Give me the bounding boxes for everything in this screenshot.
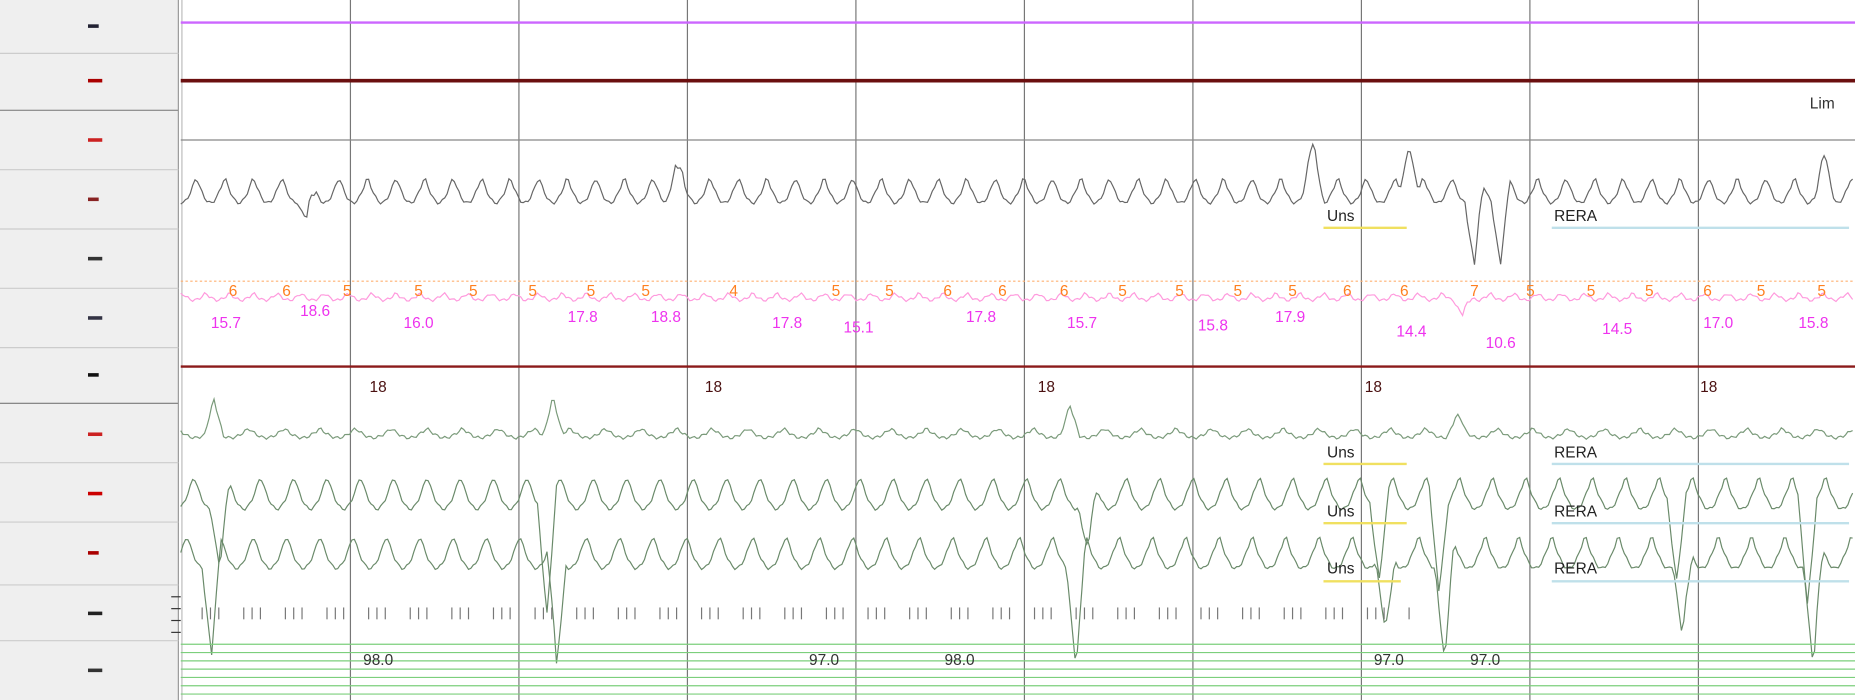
breath-count: 5 [1118, 283, 1127, 300]
rate-value: 15.8 [1198, 317, 1228, 334]
breath-count: 7 [1470, 283, 1479, 300]
breath-count: 5 [885, 283, 894, 300]
breath-count: 4 [729, 283, 738, 300]
channel-marker [87, 491, 103, 496]
rate-value: 17.9 [1275, 309, 1305, 326]
breath-count: 6 [1703, 283, 1712, 300]
channel-marker [87, 611, 103, 616]
breath-count: 5 [1645, 283, 1654, 300]
rate-value: 14.5 [1602, 321, 1632, 338]
breath-count: 6 [282, 283, 291, 300]
channel-marker [87, 316, 103, 320]
rate-value: 10.6 [1486, 335, 1516, 352]
breath-count: 5 [1587, 283, 1596, 300]
breath-count: 5 [1526, 283, 1535, 300]
rate-value: 15.7 [211, 315, 241, 332]
event-label: Uns [1327, 208, 1355, 225]
rate-value: 15.7 [1067, 315, 1097, 332]
breath-count: 5 [1175, 283, 1184, 300]
event-label: RERA [1554, 208, 1598, 225]
rate-value: 15.1 [843, 320, 873, 337]
breath-count: 5 [1288, 283, 1297, 300]
rate-value: 17.8 [772, 315, 802, 332]
rate-value: 18.8 [651, 309, 681, 326]
breath-count: 5 [469, 283, 478, 300]
rate-value: 17.0 [1703, 315, 1733, 332]
spo2-value: 97.0 [1470, 652, 1500, 669]
chest-wave [180, 396, 1853, 440]
breath-count: 6 [1343, 283, 1352, 300]
effort-wave [180, 291, 1854, 317]
channel-marker [87, 551, 99, 555]
rate-value: 14.4 [1396, 323, 1426, 340]
heart-rate: 18 [1038, 379, 1055, 396]
heart-rate: 18 [370, 379, 387, 396]
breath-count: 5 [1757, 283, 1766, 300]
airflow-wave [180, 142, 1854, 265]
breath-count: 6 [229, 283, 238, 300]
rate-value: 17.8 [568, 309, 598, 326]
event-ticks [171, 596, 1410, 633]
breath-count: 5 [832, 283, 841, 300]
breath-count: 5 [414, 283, 423, 300]
event-label: RERA [1554, 561, 1598, 578]
channel-marker [87, 373, 99, 377]
channel-panel [0, 0, 179, 700]
spo2-lines [180, 643, 1855, 695]
channel-marker [87, 78, 103, 83]
rate-value: 15.8 [1798, 315, 1828, 332]
breath-count: 5 [343, 283, 352, 300]
sum-wave [180, 536, 1853, 664]
event-label: RERA [1554, 504, 1598, 521]
waveforms [180, 142, 1854, 664]
channel-marker [87, 138, 103, 142]
limit-label: Lim [1810, 95, 1835, 112]
heart-rate: 18 [1700, 379, 1717, 396]
breath-count: 5 [1817, 283, 1826, 300]
breath-count: 5 [1234, 283, 1243, 300]
channel-marker [87, 668, 103, 673]
event-label: RERA [1554, 444, 1598, 461]
breath-count: 6 [1060, 283, 1069, 300]
labels: Lim Uns RERA Uns RERA Uns RERA Uns RERA 6 6 5 5 5 5 5 5 4… [211, 95, 1850, 669]
spo2-value: 98.0 [945, 652, 975, 669]
breath-count: 5 [528, 283, 537, 300]
channel-marker [87, 432, 103, 437]
breath-count: 6 [1400, 283, 1409, 300]
spo2-value: 98.0 [363, 652, 393, 669]
rate-value: 16.0 [404, 315, 434, 332]
rate-value: 18.6 [300, 303, 330, 320]
event-label: Uns [1327, 561, 1355, 578]
breath-count: 6 [943, 283, 952, 300]
heart-rate: 18 [1365, 379, 1382, 396]
channel-rows [0, 24, 179, 673]
breath-count: 5 [587, 283, 596, 300]
rate-value: 17.8 [966, 309, 996, 326]
event-label: Uns [1327, 444, 1355, 461]
breath-count: 6 [998, 283, 1007, 300]
channel-marker [87, 197, 99, 202]
spo2-value: 97.0 [1374, 652, 1404, 669]
channel-marker [87, 24, 99, 28]
channel-marker [87, 256, 103, 261]
spo2-value: 97.0 [809, 652, 839, 669]
abdomen-wave [180, 476, 1854, 613]
time-grid [181, 0, 1699, 700]
event-label: Uns [1327, 504, 1355, 521]
heart-rate: 18 [705, 379, 722, 396]
breath-count: 5 [641, 283, 650, 300]
